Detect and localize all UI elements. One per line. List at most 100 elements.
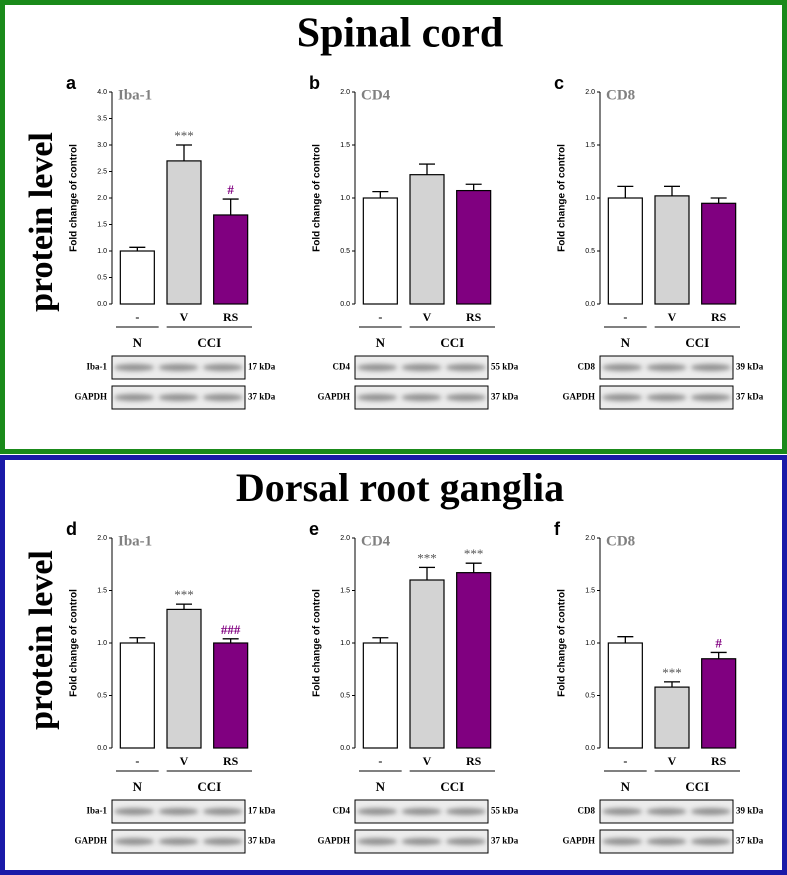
panel-letter: c <box>554 73 564 93</box>
blot-band <box>445 808 486 815</box>
y-tick-label: 0.5 <box>585 692 595 699</box>
blot-band <box>357 838 398 845</box>
y-tick-label: 3.5 <box>97 115 107 122</box>
blot-label: CD4 <box>333 806 351 816</box>
y-tick-label: 0.0 <box>340 301 350 308</box>
blot-band <box>602 394 643 401</box>
bar <box>654 686 690 749</box>
blot-band <box>357 364 398 371</box>
y-tick-label: 1.5 <box>97 587 107 594</box>
section-title: Dorsal root ganglia <box>236 465 564 510</box>
significance: *** <box>417 550 437 565</box>
x-tick-label: V <box>180 754 189 768</box>
x-tick-label: V <box>668 310 677 324</box>
blot-band <box>202 394 243 401</box>
blot-band <box>158 808 199 815</box>
panel-letter: e <box>309 519 319 539</box>
panel-letter: d <box>66 519 77 539</box>
group-label: CCI <box>685 779 709 794</box>
blot-band <box>158 838 199 845</box>
blot-weight: 37 kDa <box>491 836 519 846</box>
blot-weight: 39 kDa <box>736 362 764 372</box>
y-tick-label: 2.0 <box>97 195 107 202</box>
y-tick-label: 4.0 <box>97 89 107 96</box>
blot-band <box>690 394 731 401</box>
blot-label: GAPDH <box>318 836 351 846</box>
group-label: CCI <box>197 779 221 794</box>
blot-band <box>114 838 155 845</box>
blot-weight: 37 kDa <box>736 392 764 402</box>
x-tick-label: - <box>135 754 139 768</box>
bar <box>362 197 398 305</box>
y-axis-label: Fold change of control <box>557 589 568 697</box>
significance: # <box>227 182 234 197</box>
group-label: CCI <box>685 335 709 350</box>
panel-title: CD8 <box>606 87 635 103</box>
y-axis-label: Fold change of control <box>69 144 80 252</box>
y-tick-label: 0.5 <box>340 248 350 255</box>
bar <box>607 197 643 305</box>
blot-band <box>202 364 243 371</box>
bar <box>362 642 398 749</box>
blot-band <box>357 394 398 401</box>
blot-band <box>202 808 243 815</box>
y-tick-label: 2.0 <box>585 89 595 96</box>
bar <box>119 642 155 749</box>
y-tick-label: 0.5 <box>585 248 595 255</box>
blot-label: CD4 <box>333 362 351 372</box>
panel-letter: b <box>309 73 320 93</box>
side-label: protein level <box>23 132 60 312</box>
x-tick-label: RS <box>711 754 727 768</box>
blot-label: Iba-1 <box>86 806 107 816</box>
x-tick-label: - <box>135 310 139 324</box>
bar <box>119 250 155 305</box>
blot-band <box>602 808 643 815</box>
x-tick-label: RS <box>466 310 482 324</box>
blot-band <box>158 394 199 401</box>
blot-label: CD8 <box>578 806 596 816</box>
blot-weight: 37 kDa <box>736 836 764 846</box>
y-tick-label: 2.0 <box>585 535 595 542</box>
blot-band <box>602 364 643 371</box>
panel-title: CD8 <box>606 533 635 549</box>
significance: *** <box>464 546 484 561</box>
panel-letter: a <box>66 73 77 93</box>
bar <box>213 642 249 749</box>
y-tick-label: 3.0 <box>97 142 107 149</box>
y-tick-label: 1.0 <box>340 195 350 202</box>
bar <box>456 189 492 305</box>
blot-band <box>646 394 687 401</box>
blot-band <box>114 394 155 401</box>
y-tick-label: 1.0 <box>585 640 595 647</box>
blot-band <box>646 364 687 371</box>
x-tick-label: V <box>668 754 677 768</box>
x-tick-label: RS <box>711 310 727 324</box>
bar <box>654 195 690 305</box>
significance: *** <box>174 128 194 143</box>
blot-weight: 39 kDa <box>736 806 764 816</box>
panel-letter: f <box>554 519 561 539</box>
y-tick-label: 1.0 <box>97 640 107 647</box>
blot-label: CD8 <box>578 362 596 372</box>
blot-weight: 37 kDa <box>491 392 519 402</box>
x-tick-label: RS <box>466 754 482 768</box>
x-tick-label: V <box>180 310 189 324</box>
blot-label: GAPDH <box>75 392 108 402</box>
group-label: N <box>133 335 143 350</box>
y-tick-label: 1.0 <box>340 640 350 647</box>
blot-weight: 37 kDa <box>248 392 276 402</box>
blot-weight: 55 kDa <box>491 362 519 372</box>
significance: ### <box>221 622 241 637</box>
bar <box>213 214 249 305</box>
y-tick-label: 1.0 <box>97 248 107 255</box>
section-title: Spinal cord <box>297 11 504 57</box>
y-tick-label: 1.5 <box>340 587 350 594</box>
blot-band <box>646 808 687 815</box>
y-axis-label: Fold change of control <box>312 144 323 252</box>
side-label: protein level <box>23 550 60 730</box>
group-label: N <box>376 779 386 794</box>
y-tick-label: 0.5 <box>97 274 107 281</box>
group-label: N <box>376 335 386 350</box>
blot-band <box>202 838 243 845</box>
